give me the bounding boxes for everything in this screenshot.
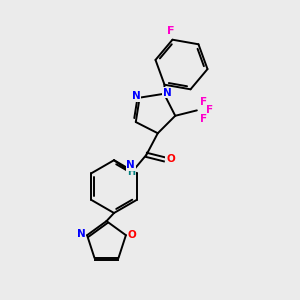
Text: F: F [167,26,175,36]
Text: F: F [200,114,207,124]
Text: F: F [200,97,207,107]
Text: N: N [77,229,85,239]
Text: N: N [163,88,171,98]
Text: H: H [127,167,135,177]
Text: O: O [128,230,136,240]
Text: O: O [166,154,175,164]
Text: F: F [206,105,213,116]
Text: N: N [132,92,140,101]
Text: N: N [126,160,135,170]
